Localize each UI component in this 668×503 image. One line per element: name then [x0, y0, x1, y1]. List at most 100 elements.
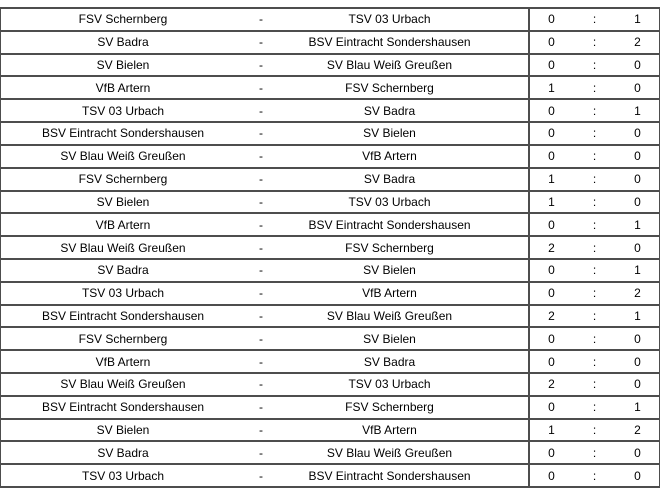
home-score: 0: [548, 12, 555, 27]
away-team-name: VfB Artern: [362, 286, 417, 301]
home-score: 0: [548, 445, 555, 460]
score-box: 0 : 2: [528, 282, 659, 304]
team-separator-dash: -: [259, 12, 263, 27]
home-score: 2: [548, 377, 555, 392]
away-team-name: SV Blau Weiß Greußen: [326, 58, 453, 73]
score-box: 0 : 0: [528, 328, 659, 350]
match-row: SV Blau Weiß Greußen - FSV Schernberg 2 …: [1, 237, 659, 260]
score-colon: :: [592, 331, 597, 346]
match-row: SV Bielen - SV Blau Weiß Greußen 0 : 0: [1, 54, 659, 78]
away-team-name: BSV Eintracht Sondershausen: [308, 217, 471, 232]
score-colon: :: [592, 468, 597, 483]
away-team-name: TSV 03 Urbach: [348, 377, 431, 392]
away-score: 0: [634, 331, 641, 346]
home-team-name: SV Blau Weiß Greußen: [60, 377, 186, 392]
away-score: 0: [634, 377, 641, 392]
away-team-name: TSV 03 Urbach: [348, 12, 431, 27]
away-score: 1: [634, 12, 641, 27]
away-score: 1: [634, 263, 641, 278]
match-row: FSV Schernberg - TSV 03 Urbach 0 : 1: [1, 9, 659, 32]
score-colon: :: [592, 400, 597, 415]
home-score: 0: [548, 354, 555, 369]
score-box: 1 : 0: [528, 191, 659, 213]
home-team-name: SV Bielen: [96, 194, 150, 209]
team-separator-dash: -: [259, 35, 263, 50]
score-box: 1 : 0: [528, 168, 659, 190]
team-separator-dash: -: [259, 240, 263, 255]
match-row: SV Bielen - TSV 03 Urbach 1 : 0: [1, 191, 659, 215]
team-separator-dash: -: [259, 286, 263, 301]
away-score: 0: [634, 354, 641, 369]
score-box: 0 : 1: [528, 396, 659, 418]
home-team-name: SV Badra: [97, 35, 149, 50]
away-score: 2: [634, 286, 641, 301]
home-score: 2: [548, 240, 555, 255]
away-score: 1: [634, 308, 641, 323]
home-team-name: SV Bielen: [96, 58, 150, 73]
home-team-name: BSV Eintracht Sondershausen: [41, 126, 205, 141]
score-box: 2 : 0: [528, 374, 659, 395]
match-results-table: FSV Schernberg - TSV 03 Urbach 0 : 1 SV …: [0, 7, 660, 488]
home-team-name: SV Blau Weiß Greußen: [60, 240, 186, 255]
home-team-name: SV Blau Weiß Greußen: [60, 149, 186, 164]
away-score: 0: [634, 240, 641, 255]
home-team-name: SV Badra: [97, 445, 149, 460]
match-row: VfB Artern - SV Badra 0 : 0: [1, 351, 659, 374]
away-team-name: VfB Artern: [362, 149, 417, 164]
team-separator-dash: -: [259, 423, 263, 438]
home-score: 0: [548, 286, 555, 301]
team-separator-dash: -: [259, 126, 263, 141]
score-colon: :: [592, 445, 597, 460]
away-team-name: SV Badra: [363, 172, 416, 187]
score-colon: :: [592, 263, 597, 278]
away-score: 0: [634, 149, 641, 164]
away-score: 0: [634, 194, 641, 209]
home-team-name: SV Badra: [97, 263, 149, 278]
team-separator-dash: -: [259, 172, 263, 187]
match-row: TSV 03 Urbach - BSV Eintracht Sondershau…: [1, 465, 659, 487]
score-colon: :: [592, 286, 597, 301]
home-score: 0: [548, 217, 555, 232]
away-team-name: TSV 03 Urbach: [348, 194, 431, 209]
home-team-name: BSV Eintracht Sondershausen: [41, 308, 205, 323]
match-row: VfB Artern - BSV Eintracht Sondershausen…: [1, 214, 659, 238]
away-score: 0: [634, 468, 641, 483]
team-separator-dash: -: [259, 58, 263, 73]
home-team-name: TSV 03 Urbach: [81, 286, 165, 301]
home-score: 0: [548, 35, 555, 50]
score-box: 0 : 0: [528, 145, 659, 167]
match-row: BSV Eintracht Sondershausen - SV Bielen …: [1, 123, 659, 146]
team-separator-dash: -: [259, 331, 263, 346]
team-separator-dash: -: [259, 445, 263, 460]
home-score: 0: [548, 103, 555, 118]
away-team-name: BSV Eintracht Sondershausen: [308, 468, 471, 483]
match-row: SV Blau Weiß Greußen - TSV 03 Urbach 2 :…: [1, 374, 659, 397]
away-score: 0: [634, 126, 641, 141]
away-team-name: SV Blau Weiß Greußen: [326, 445, 453, 460]
match-row: SV Badra - BSV Eintracht Sondershausen 0…: [1, 31, 659, 55]
home-score: 0: [548, 149, 555, 164]
score-box: 1 : 0: [528, 77, 659, 99]
score-box: 0 : 2: [528, 31, 659, 53]
match-row: VfB Artern - FSV Schernberg 1 : 0: [1, 77, 659, 101]
home-score: 0: [548, 58, 555, 73]
home-team-name: FSV Schernberg: [78, 172, 168, 187]
away-score: 2: [634, 423, 641, 438]
score-colon: :: [592, 194, 597, 209]
team-separator-dash: -: [259, 103, 263, 118]
team-separator-dash: -: [259, 308, 263, 323]
score-colon: :: [592, 217, 597, 232]
away-team-name: FSV Schernberg: [345, 400, 434, 415]
away-team-name: FSV Schernberg: [345, 80, 434, 95]
score-box: 0 : 1: [528, 9, 659, 30]
score-colon: :: [592, 58, 597, 73]
score-colon: :: [592, 354, 597, 369]
home-team-name: FSV Schernberg: [78, 331, 168, 346]
home-team-name: VfB Artern: [95, 80, 151, 95]
home-score: 0: [548, 468, 555, 483]
score-box: 0 : 0: [528, 54, 659, 76]
home-team-name: TSV 03 Urbach: [81, 103, 165, 118]
home-score: 1: [548, 423, 555, 438]
team-separator-dash: -: [259, 468, 263, 483]
